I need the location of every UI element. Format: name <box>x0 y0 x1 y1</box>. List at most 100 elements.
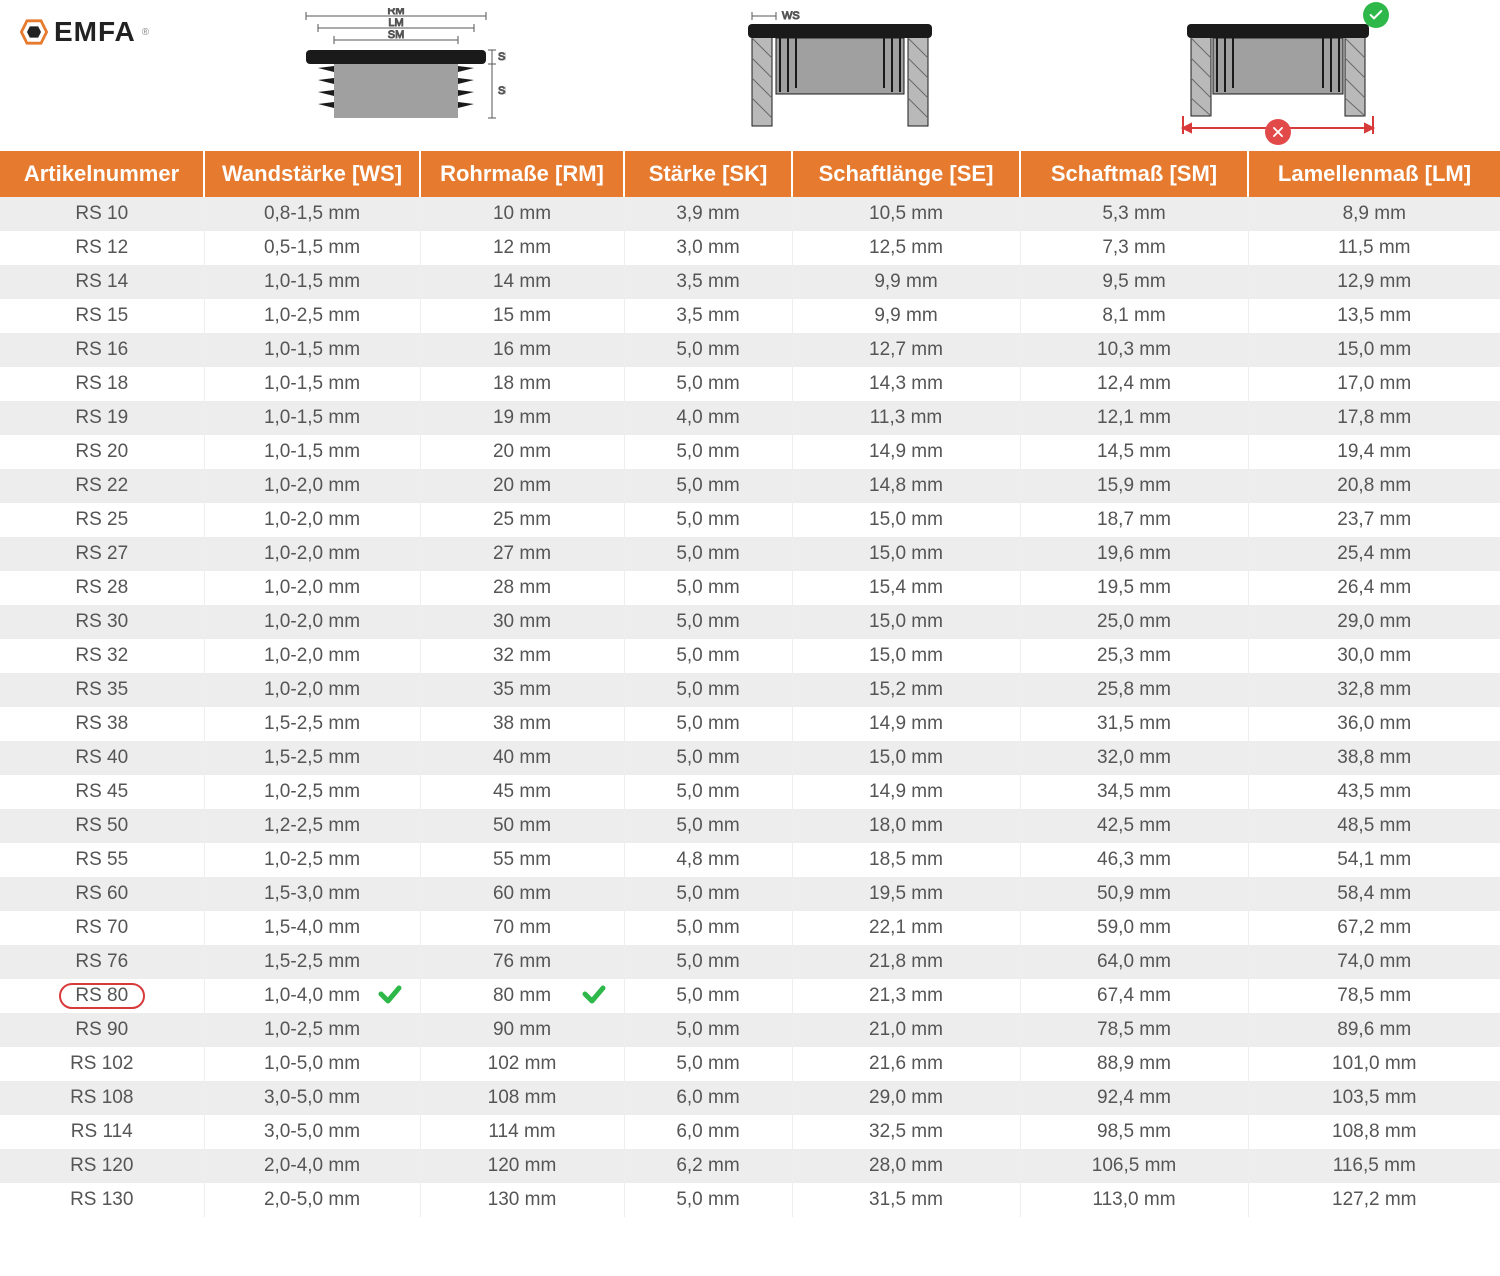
table-cell: 1,0-2,0 mm <box>204 537 420 571</box>
table-cell: 38,8 mm <box>1248 741 1500 775</box>
table-cell: 31,5 mm <box>1020 707 1248 741</box>
table-cell: 70 mm <box>420 911 624 945</box>
table-cell: 4,8 mm <box>624 843 792 877</box>
table-row: RS 191,0-1,5 mm19 mm4,0 mm11,3 mm12,1 mm… <box>0 401 1500 435</box>
svg-text:WS: WS <box>782 10 800 22</box>
table-cell: 28,0 mm <box>792 1149 1020 1183</box>
table-cell: 55 mm <box>420 843 624 877</box>
table-cell: 90 mm <box>420 1013 624 1047</box>
table-cell: 5,0 mm <box>624 367 792 401</box>
table-cell: 30,0 mm <box>1248 639 1500 673</box>
table-cell: 5,0 mm <box>624 945 792 979</box>
table-cell: 1,0-1,5 mm <box>204 367 420 401</box>
table-cell: 6,2 mm <box>624 1149 792 1183</box>
table-cell: 21,0 mm <box>792 1013 1020 1047</box>
table-cell: 25,4 mm <box>1248 537 1500 571</box>
table-cell: 0,8-1,5 mm <box>204 197 420 231</box>
table-cell: 15,0 mm <box>792 537 1020 571</box>
table-cell: 32 mm <box>420 639 624 673</box>
table-row: RS 181,0-1,5 mm18 mm5,0 mm14,3 mm12,4 mm… <box>0 367 1500 401</box>
table-cell: 14,9 mm <box>792 707 1020 741</box>
table-cell: RS 38 <box>0 707 204 741</box>
table-cell: 9,9 mm <box>792 265 1020 299</box>
table-cell: 5,0 mm <box>624 469 792 503</box>
table-cell: 9,9 mm <box>792 299 1020 333</box>
table-cell: 5,0 mm <box>624 503 792 537</box>
table-cell: 14,3 mm <box>792 367 1020 401</box>
table-cell: RS 60 <box>0 877 204 911</box>
table-cell: RS 16 <box>0 333 204 367</box>
table-cell: 50 mm <box>420 809 624 843</box>
table-cell: 116,5 mm <box>1248 1149 1500 1183</box>
table-cell: 25,3 mm <box>1020 639 1248 673</box>
table-cell: 114 mm <box>420 1115 624 1149</box>
table-cell: 1,0-2,5 mm <box>204 843 420 877</box>
table-cell: 1,0-1,5 mm <box>204 435 420 469</box>
table-cell: 3,5 mm <box>624 299 792 333</box>
highlight-oval <box>59 983 145 1009</box>
table-cell: 60 mm <box>420 877 624 911</box>
table-cell: 1,0-1,5 mm <box>204 333 420 367</box>
table-cell: 15,0 mm <box>792 503 1020 537</box>
table-cell: 3,0-5,0 mm <box>204 1115 420 1149</box>
table-cell: 9,5 mm <box>1020 265 1248 299</box>
table-cell: 5,0 mm <box>624 537 792 571</box>
table-cell: RS 90 <box>0 1013 204 1047</box>
table-cell: 8,1 mm <box>1020 299 1248 333</box>
table-cell: 1,5-4,0 mm <box>204 911 420 945</box>
check-icon <box>582 984 606 1008</box>
table-cell: 32,8 mm <box>1248 673 1500 707</box>
table-cell: RS 130 <box>0 1183 204 1217</box>
table-row: RS 501,2-2,5 mm50 mm5,0 mm18,0 mm42,5 mm… <box>0 809 1500 843</box>
table-cell: 13,5 mm <box>1248 299 1500 333</box>
table-cell: 11,5 mm <box>1248 231 1500 265</box>
table-row: RS 801,0-4,0 mm80 mm5,0 mm21,3 mm67,4 mm… <box>0 979 1500 1013</box>
table-cell: 5,0 mm <box>624 911 792 945</box>
table-cell: 5,0 mm <box>624 571 792 605</box>
table-cell: 15,9 mm <box>1020 469 1248 503</box>
table-cell: 78,5 mm <box>1020 1013 1248 1047</box>
table-cell: 29,0 mm <box>1248 605 1500 639</box>
table-cell: 1,2-2,5 mm <box>204 809 420 843</box>
diagrams-row: RM LM SM <box>189 8 1480 143</box>
table-cell: 14 mm <box>420 265 624 299</box>
table-cell: RS 30 <box>0 605 204 639</box>
logo-registered: ® <box>142 27 149 38</box>
table-cell: 25 mm <box>420 503 624 537</box>
table-cell: 21,6 mm <box>792 1047 1020 1081</box>
table-cell: 14,8 mm <box>792 469 1020 503</box>
table-header: ArtikelnummerWandstärke [WS]Rohrmaße [RM… <box>0 151 1500 197</box>
table-cell: 5,0 mm <box>624 1047 792 1081</box>
table-cell: 1,0-1,5 mm <box>204 401 420 435</box>
table-cell: RS 15 <box>0 299 204 333</box>
table-cell: 12,5 mm <box>792 231 1020 265</box>
table-cell: RS 114 <box>0 1115 204 1149</box>
table-cell: 28 mm <box>420 571 624 605</box>
table-cell: 92,4 mm <box>1020 1081 1248 1115</box>
table-cell: 20,8 mm <box>1248 469 1500 503</box>
logo-hex-icon <box>20 18 48 46</box>
table-cell: 12,4 mm <box>1020 367 1248 401</box>
table-cell: 1,0-5,0 mm <box>204 1047 420 1081</box>
svg-text:RM: RM <box>387 8 404 17</box>
diagram-dimensions: RM LM SM <box>286 8 506 133</box>
table-cell: 3,5 mm <box>624 265 792 299</box>
table-cell: 1,0-2,0 mm <box>204 571 420 605</box>
table-cell: 5,0 mm <box>624 809 792 843</box>
table-cell: 5,0 mm <box>624 605 792 639</box>
table-cell: 89,6 mm <box>1248 1013 1500 1047</box>
table-cell: 17,0 mm <box>1248 367 1500 401</box>
table-cell: 1,5-2,5 mm <box>204 707 420 741</box>
table-row: RS 701,5-4,0 mm70 mm5,0 mm22,1 mm59,0 mm… <box>0 911 1500 945</box>
table-cell: 21,8 mm <box>792 945 1020 979</box>
table-cell: 1,0-2,0 mm <box>204 605 420 639</box>
table-cell: 21,3 mm <box>792 979 1020 1013</box>
table-cell: 19,4 mm <box>1248 435 1500 469</box>
table-cell: 7,3 mm <box>1020 231 1248 265</box>
table-cell: 98,5 mm <box>1020 1115 1248 1149</box>
logo: EMFA ® <box>20 8 149 48</box>
table-cell: 102 mm <box>420 1047 624 1081</box>
table-cell: 1,0-2,0 mm <box>204 469 420 503</box>
table-row: RS 1083,0-5,0 mm108 mm6,0 mm29,0 mm92,4 … <box>0 1081 1500 1115</box>
table-cell: 58,4 mm <box>1248 877 1500 911</box>
